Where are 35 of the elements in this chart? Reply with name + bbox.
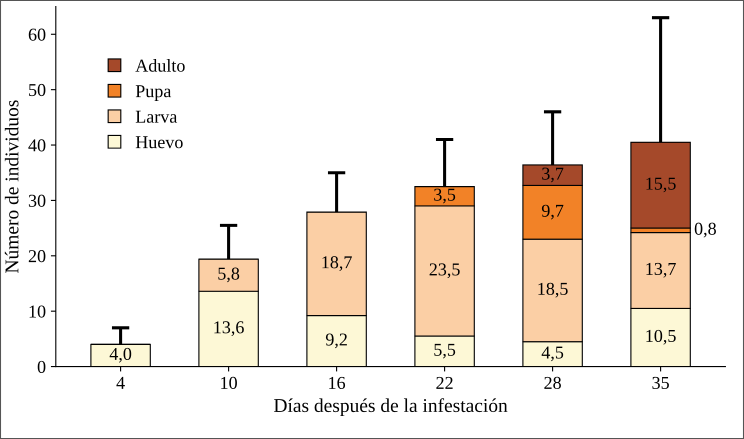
x-tick-label: 10 <box>221 376 237 389</box>
x-tick-label: 28 <box>544 376 561 389</box>
data-label: 0,8 <box>694 222 716 238</box>
data-label: 3,7 <box>542 168 564 182</box>
y-axis-title: Número de individuos <box>4 100 19 273</box>
x-tick-label: 35 <box>652 376 669 389</box>
data-label: 9,2 <box>326 333 347 348</box>
y-tick-label: 30 <box>28 194 46 207</box>
data-label: 4,0 <box>110 348 132 363</box>
data-label: 15,5 <box>646 178 676 192</box>
x-tick-label: 16 <box>329 376 346 389</box>
y-tick-label: 10 <box>30 305 46 318</box>
y-tick-label: 50 <box>29 84 46 96</box>
data-label: 18,7 <box>322 256 352 271</box>
data-label: 13,7 <box>646 262 676 278</box>
data-label: 4,5 <box>542 346 564 362</box>
legend-label: Pupa <box>136 85 172 101</box>
y-tick-label: 60 <box>28 28 46 41</box>
legend-label: Larva <box>136 110 178 123</box>
data-label: 9,7 <box>542 204 564 220</box>
data-label: 5,8 <box>218 268 240 282</box>
x-tick-label: 4 <box>116 376 125 389</box>
y-tick-label: 0 <box>38 360 46 374</box>
x-tick-label: 22 <box>436 376 453 389</box>
legend-label: Huevo <box>136 136 183 148</box>
data-label: 18,5 <box>538 282 568 298</box>
data-label: 5,5 <box>434 344 456 358</box>
data-label: 13,6 <box>214 321 244 336</box>
y-tick-label: 40 <box>28 139 46 152</box>
legend-label: Adulto <box>135 59 185 72</box>
data-label: 10,5 <box>646 330 676 345</box>
y-tick-label: 20 <box>28 250 46 262</box>
x-axis-title: Días después de la infestación <box>274 398 508 416</box>
data-label: 23,5 <box>430 263 460 278</box>
data-label: 3,5 <box>434 188 456 204</box>
